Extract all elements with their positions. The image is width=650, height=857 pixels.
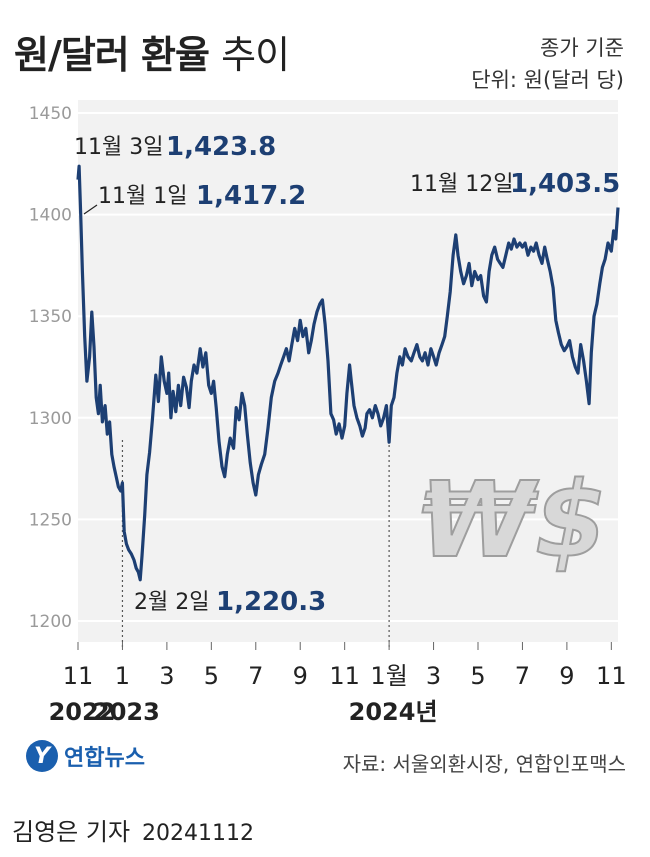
basis-note: 종가 기준	[540, 36, 624, 60]
source-text: 자료: 서울외환시장, 연합인포맥스	[342, 752, 626, 776]
x-axis-labels: 11 2022 1 2023 3 5 7 9 11 1월 2024년 3 5 7 9 11	[49, 642, 627, 726]
x-tick-label-3: 3	[426, 662, 441, 690]
y-tick-label-1300: 1300	[29, 409, 72, 429]
annotation-feb2-value: 1,220.3	[216, 587, 326, 617]
annotation-leader-line	[83, 204, 98, 215]
won-dollar-symbol-watermark: ₩$	[419, 458, 608, 582]
unit-note: 단위: 원(달러 당)	[471, 68, 624, 92]
annotation-nov3-value: 1,423.8	[166, 132, 276, 162]
exchange-rate-line	[76, 164, 620, 582]
x-tick-label-3: 3	[159, 662, 174, 690]
annotation-feb2-date: 2월 2일	[134, 590, 209, 615]
byline: 김영은 기자 20241112	[12, 812, 254, 847]
annotation-nov3-date: 11월 3일	[74, 135, 163, 160]
y-tick-label-1400: 1400	[29, 206, 72, 226]
x-year-label-2023: 2023	[93, 698, 160, 726]
yonhap-logo-text: 연합뉴스	[64, 746, 145, 771]
x-tick-label-5: 5	[204, 662, 219, 690]
x-tick-label-5: 5	[470, 662, 485, 690]
x-tick-label-9: 9	[559, 662, 574, 690]
x-tick-label-1: 1	[115, 662, 130, 690]
chart-title: 원/달러 환율 추이	[14, 24, 290, 79]
y-tick-label-1200: 1200	[29, 612, 72, 632]
x-tick-label-7: 7	[248, 662, 263, 690]
y-tick-label-1450: 1450	[29, 104, 72, 124]
x-tick-label-9: 9	[293, 662, 308, 690]
yonhap-logo: Y 연합뉴스	[26, 740, 145, 772]
y-tick-label-1350: 1350	[29, 307, 72, 327]
y-axis-labels: 1200 1250 1300 1350 1400 1450	[29, 104, 72, 632]
x-tick-label-11: 11	[63, 662, 94, 690]
annotation-nov12-value: 1,403.5	[510, 169, 620, 199]
reporter-name: 김영은 기자	[12, 818, 131, 846]
chart-title-main: 원/달러 환율	[14, 33, 210, 77]
x-tick-label-7: 7	[515, 662, 530, 690]
annotation-nov1-date: 11월 1일	[98, 184, 187, 209]
exchange-rate-chart: ₩$ 1200 1250 1300 1350 1400 1450 11 2022 1 2023 3…	[29, 100, 627, 726]
x-tick-label-11: 11	[329, 662, 360, 690]
annotation-nov1-value: 1,417.2	[196, 181, 306, 211]
y-tick-label-1250: 1250	[29, 510, 72, 530]
chart-title-sub: 추이	[221, 33, 290, 77]
yonhap-logo-mark: Y	[26, 740, 58, 772]
x-year-label-2022: 2022	[49, 698, 116, 726]
publish-date: 20241112	[142, 821, 255, 846]
x-tick-label-11: 11	[596, 662, 627, 690]
annotation-nov12-date: 11월 12일	[410, 172, 513, 197]
svg-text:₩$: ₩$	[420, 459, 607, 581]
x-tick-label-1월: 1월	[370, 662, 407, 690]
x-year-label-2024년: 2024년	[349, 698, 438, 726]
